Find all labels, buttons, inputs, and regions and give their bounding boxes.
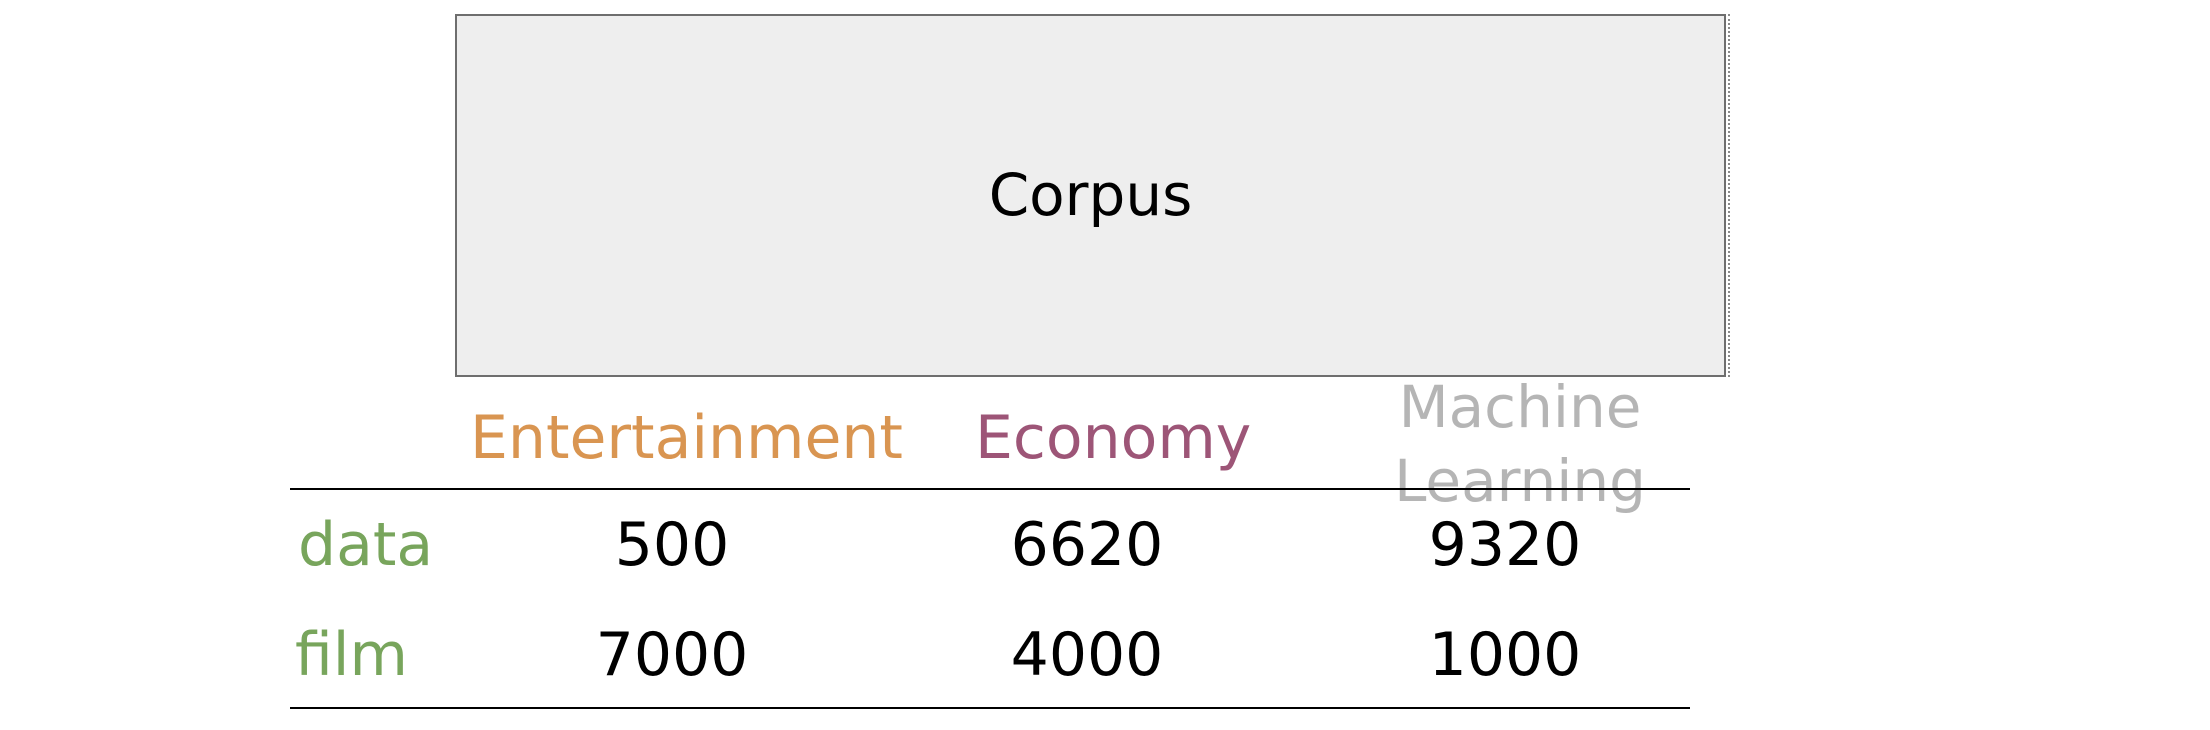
corpus-dotted-edge xyxy=(1728,14,1730,377)
cell-film-entertainment: 7000 xyxy=(595,620,749,690)
cell-film-economy: 4000 xyxy=(1010,620,1164,690)
row-label-data: data xyxy=(298,510,434,580)
cell-data-economy: 6620 xyxy=(1010,510,1164,580)
row-label-film: film xyxy=(295,620,408,690)
table-bottom-rule xyxy=(290,707,1690,709)
corpus-box: Corpus xyxy=(455,14,1726,377)
table-top-rule xyxy=(290,488,1690,490)
header-economy: Economy xyxy=(975,403,1252,473)
header-machine-learning: Machine Learning xyxy=(1394,373,1646,515)
cell-film-machine-learning: 1000 xyxy=(1428,620,1582,690)
corpus-label: Corpus xyxy=(988,161,1193,229)
cell-data-entertainment: 500 xyxy=(614,510,730,580)
header-entertainment: Entertainment xyxy=(470,403,903,473)
cell-data-machine-learning: 9320 xyxy=(1428,510,1582,580)
